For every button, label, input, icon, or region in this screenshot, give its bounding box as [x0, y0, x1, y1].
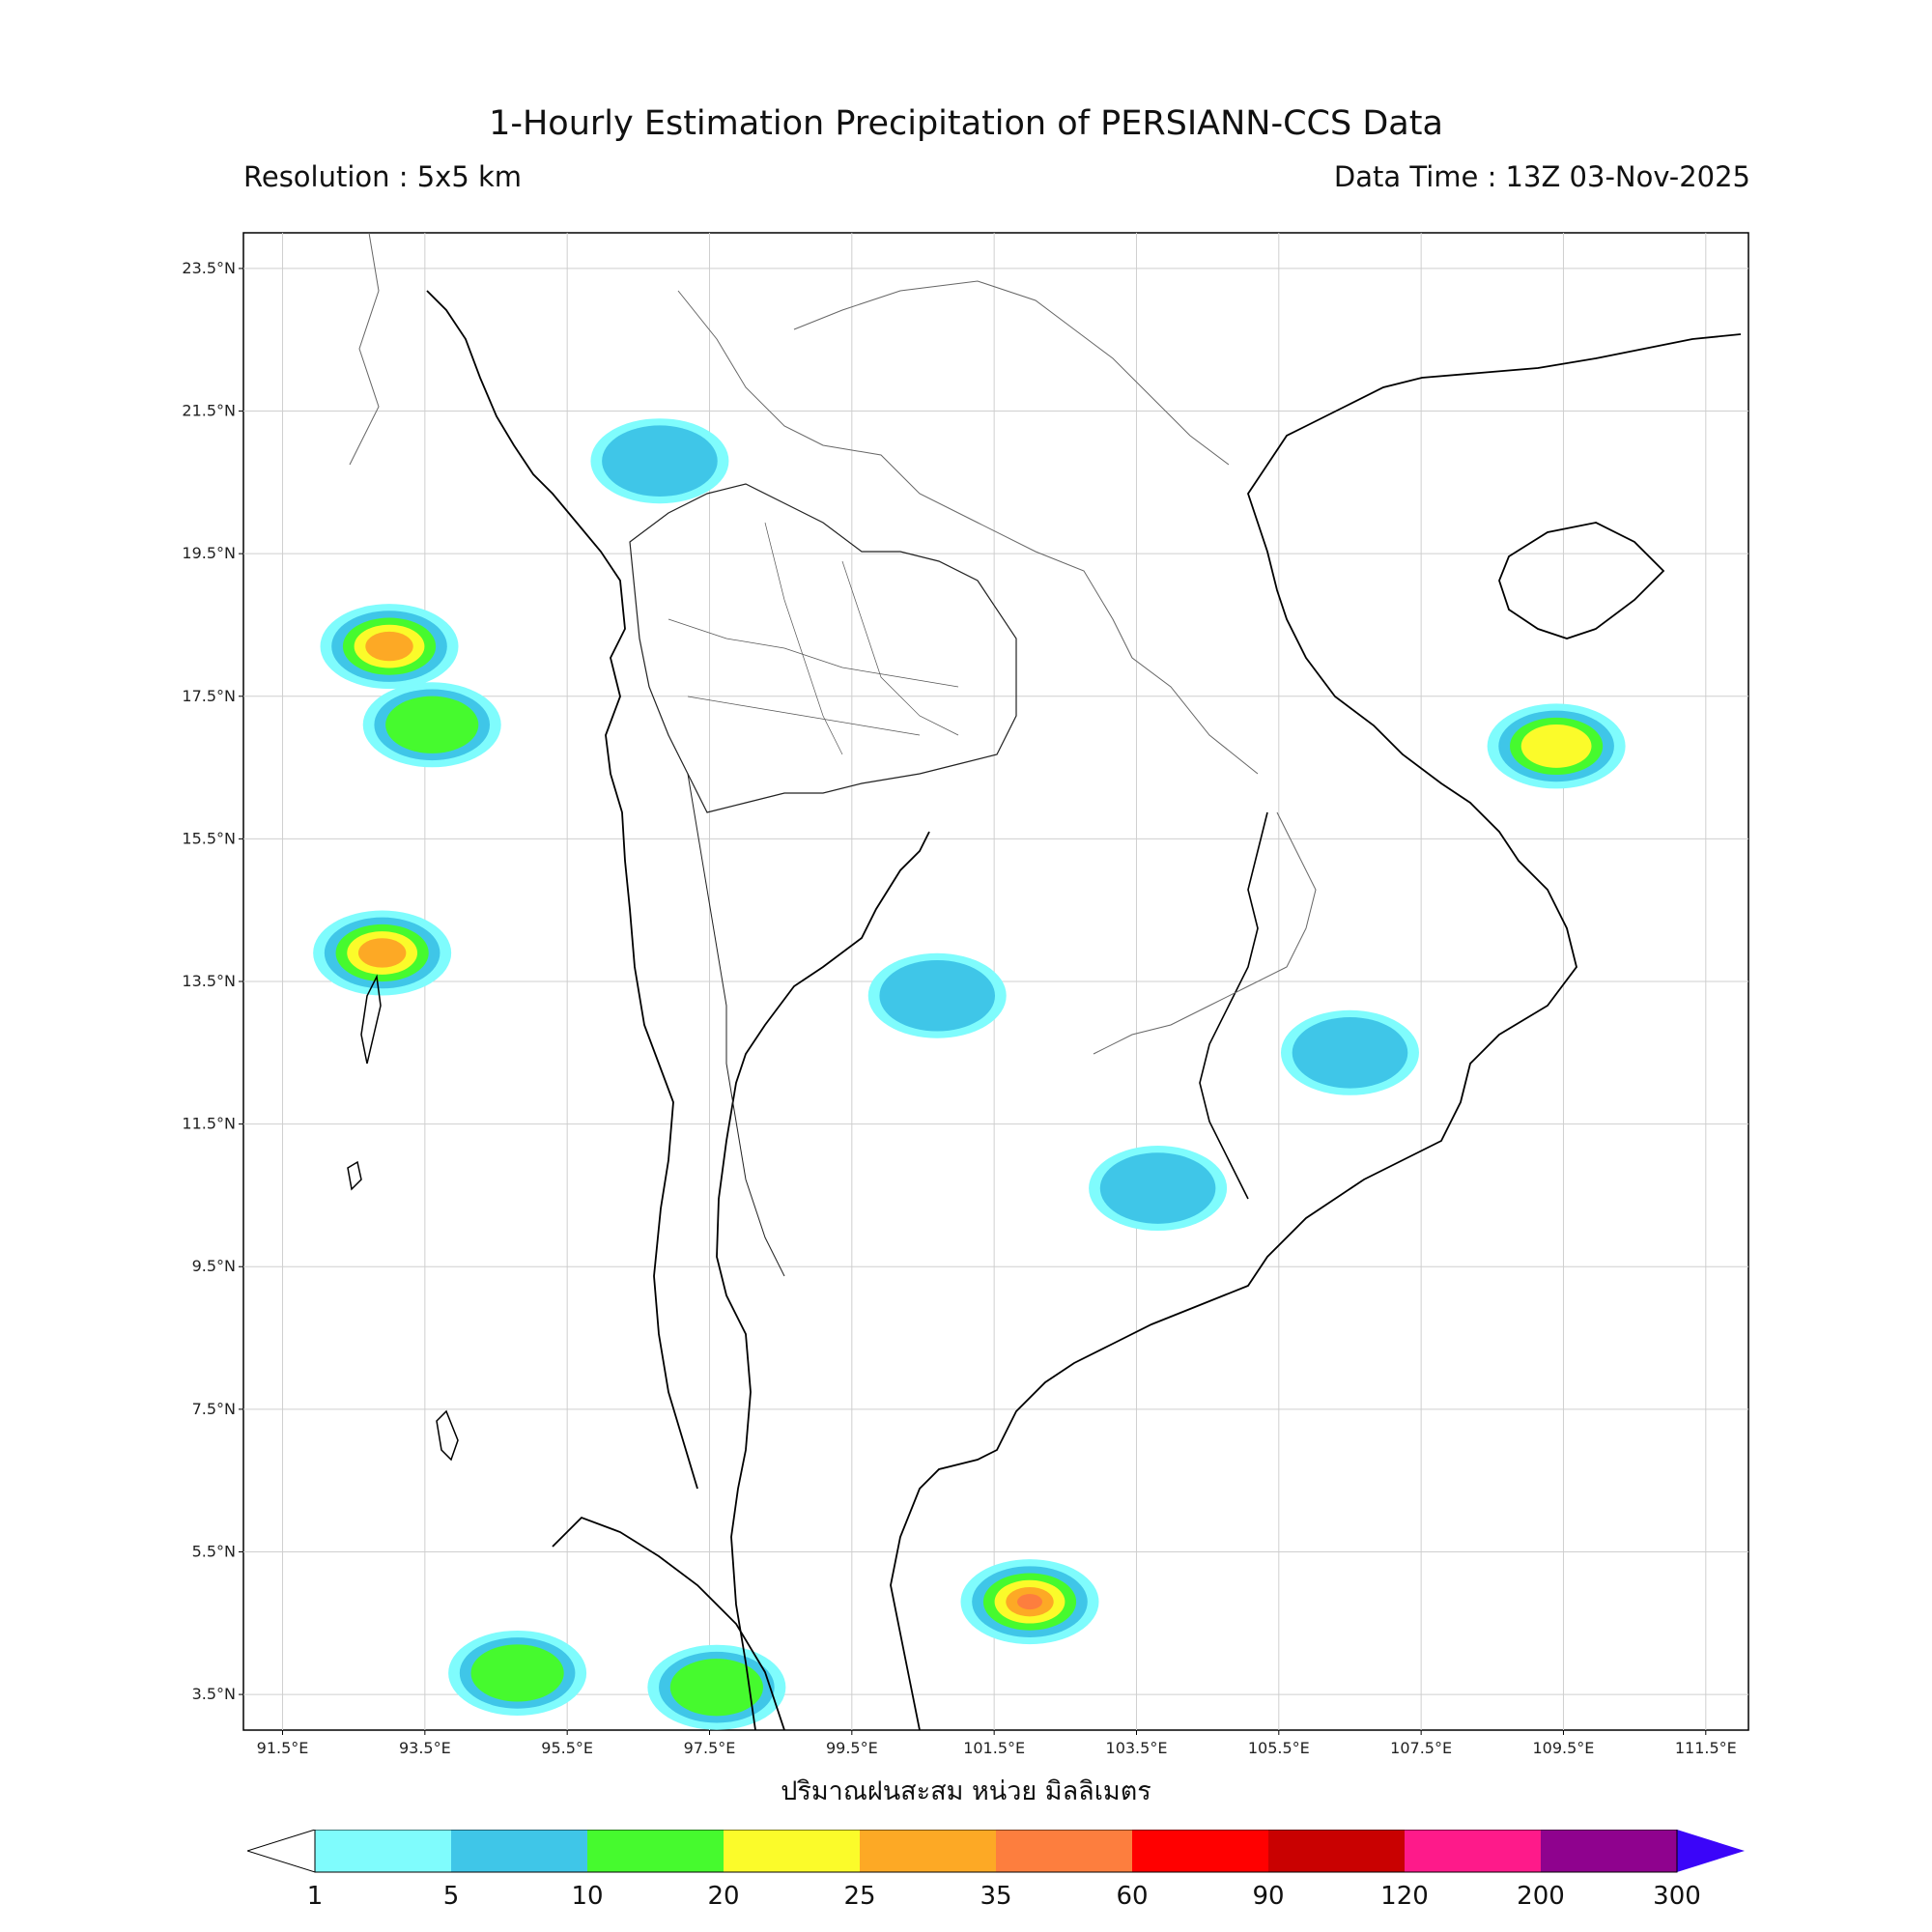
lat-tick-label: 23.5°N — [182, 259, 236, 277]
colorbar-segment — [1268, 1830, 1405, 1872]
rain-overlay — [313, 418, 1626, 1730]
colorbar-tick-label: 120 — [1380, 1882, 1429, 1911]
precipitation-map: 23.5°N 21.5°N 19.5°N 17.5°N 15.5°N 13.5°N 11.5… — [182, 232, 1749, 1757]
coastlines — [347, 290, 1742, 1730]
rain-cell — [669, 1659, 763, 1717]
lat-tick-label: 3.5°N — [192, 1685, 236, 1703]
lon-tick-label: 105.5°E — [1248, 1739, 1310, 1757]
lat-tick-label: 13.5°N — [182, 972, 236, 990]
rain-cell — [1099, 1152, 1216, 1224]
lat-tick-label: 17.5°N — [182, 687, 236, 705]
lon-tick-label: 95.5°E — [541, 1739, 593, 1757]
chart-title: 1-Hourly Estimation Precipitation of PER… — [489, 104, 1443, 143]
rain-cell — [1520, 724, 1592, 768]
colorbar-segment — [315, 1830, 451, 1872]
lat-tick-label: 21.5°N — [182, 402, 236, 420]
lon-tick-label: 103.5°E — [1106, 1739, 1168, 1757]
rain-cell — [602, 425, 718, 497]
rain-cell — [470, 1644, 564, 1702]
lon-tick-label: 111.5°E — [1675, 1739, 1737, 1757]
colorbar-segment — [724, 1830, 860, 1872]
colorbar-tick-label: 300 — [1653, 1882, 1701, 1911]
longitude-ticks: 91.5°E 93.5°E 95.5°E 97.5°E 99.5°E 101.5°E 103… — [257, 1730, 1737, 1757]
rain-cell — [1016, 1594, 1042, 1610]
colorbar-tick-label: 20 — [707, 1882, 740, 1911]
lon-tick-label: 99.5°E — [826, 1739, 878, 1757]
admin-borders — [349, 233, 1317, 1055]
data-time-label: Data Time : 13Z 03-Nov-2025 — [1333, 160, 1750, 193]
colorbar-tick-label: 35 — [980, 1882, 1012, 1911]
colorbar-segment — [1541, 1830, 1677, 1872]
lat-tick-label: 9.5°N — [192, 1257, 236, 1275]
colorbar-outline — [314, 1830, 1678, 1873]
colorbar-segment — [1405, 1830, 1541, 1872]
lon-tick-label: 101.5°E — [963, 1739, 1025, 1757]
lat-tick-label: 11.5°N — [182, 1115, 236, 1133]
resolution-label: Resolution : 5x5 km — [243, 160, 523, 193]
colorbar-min-arrow — [247, 1830, 316, 1873]
rain-cell — [385, 696, 479, 753]
colorbar-tick-label: 25 — [843, 1882, 876, 1911]
colorbar-max-arrow — [1677, 1830, 1745, 1872]
gridlines — [243, 233, 1748, 1730]
lat-tick-label: 5.5°N — [192, 1542, 236, 1560]
colorbar-tick-label: 5 — [442, 1882, 460, 1911]
colorbar-segment — [451, 1830, 587, 1872]
colorbar-axis-label: ปริมาณฝนสะสม หน่วย มิลลิเมตร — [781, 1776, 1151, 1806]
colorbar-segment — [587, 1830, 724, 1872]
lon-tick-label: 91.5°E — [257, 1739, 309, 1757]
colorbar-segment — [860, 1830, 996, 1872]
rain-cell — [1292, 1017, 1408, 1089]
colorbar-tick-label: 10 — [571, 1882, 604, 1911]
colorbar-segment — [996, 1830, 1132, 1872]
rain-cell — [357, 938, 407, 968]
rain-cell — [365, 631, 413, 662]
colorbar-tick-label: 90 — [1252, 1882, 1285, 1911]
lon-tick-label: 93.5°E — [399, 1739, 451, 1757]
map-svg: 23.5°N 21.5°N 19.5°N 17.5°N 15.5°N 13.5°N 11.5… — [182, 232, 1749, 1757]
colorbar-tick-label: 1 — [306, 1882, 324, 1911]
lat-tick-label: 19.5°N — [182, 544, 236, 562]
lon-tick-label: 107.5°E — [1390, 1739, 1452, 1757]
lon-tick-label: 109.5°E — [1533, 1739, 1595, 1757]
colorbar-tick-label: 200 — [1517, 1882, 1565, 1911]
lat-tick-label: 15.5°N — [182, 829, 236, 847]
colorbar-segment — [1132, 1830, 1268, 1872]
colorbar-tick-label: 60 — [1116, 1882, 1149, 1911]
latitude-ticks: 23.5°N 21.5°N 19.5°N 17.5°N 15.5°N 13.5°N 11.5… — [182, 259, 243, 1703]
thailand-provinces — [629, 483, 1017, 1277]
lat-tick-label: 7.5°N — [192, 1400, 236, 1418]
rain-cell — [879, 959, 996, 1032]
colorbar — [247, 1830, 1745, 1873]
lon-tick-label: 97.5°E — [684, 1739, 736, 1757]
